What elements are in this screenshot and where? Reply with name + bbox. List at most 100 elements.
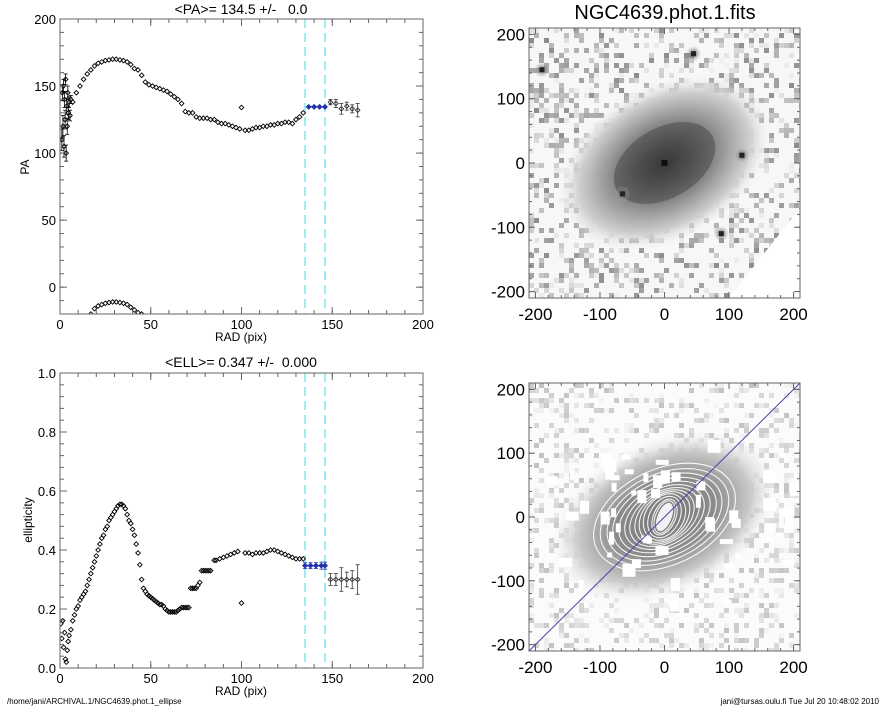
- contour-pixel: [784, 493, 789, 498]
- image-pixel: [564, 63, 569, 68]
- ell-data-point: [234, 548, 241, 555]
- ell-data-point: [104, 523, 111, 530]
- image-pixel: [604, 58, 609, 63]
- contour-pixel: [634, 428, 639, 433]
- ell-data-point: [60, 635, 65, 642]
- image-pixel: [589, 58, 594, 63]
- contour-pixel: [739, 423, 744, 428]
- image-pixel: [734, 208, 739, 213]
- contour-pixel: [679, 403, 684, 408]
- image-pixel: [559, 93, 564, 98]
- contour-pixel: [794, 613, 799, 618]
- image-pixel: [689, 263, 694, 268]
- contour-pixel: [529, 563, 534, 568]
- image-pixel: [534, 98, 539, 103]
- image-pixel: [719, 258, 724, 263]
- image-pixel: [779, 43, 784, 48]
- contour-pixel: [764, 543, 769, 548]
- contour-pixel: [774, 643, 779, 648]
- image-pixel: [719, 73, 724, 78]
- contour-pixel: [569, 588, 574, 593]
- contour-pixel: [724, 403, 729, 408]
- image-pixel: [744, 58, 749, 63]
- contour-pixel: [594, 408, 599, 413]
- image-pixel: [719, 58, 724, 63]
- masked-region: [611, 508, 617, 518]
- contour-pixel: [654, 408, 659, 413]
- image-pixel: [584, 288, 589, 293]
- contour-pixel: [769, 413, 774, 418]
- contour-pixel: [564, 633, 569, 638]
- image-pixel: [544, 108, 549, 113]
- image-pixel: [584, 113, 589, 118]
- contour-pixel: [589, 603, 594, 608]
- image-pixel: [739, 43, 744, 48]
- contour-pixel: [734, 608, 739, 613]
- contour-pixel: [574, 418, 579, 423]
- image-pixel: [574, 63, 579, 68]
- pa-data-point: [332, 100, 339, 107]
- image-pixel: [529, 88, 534, 93]
- image-pixel: [754, 58, 759, 63]
- image-pixel: [779, 118, 784, 123]
- contour-pixel: [774, 603, 779, 608]
- contour-pixel: [669, 403, 674, 408]
- masked-region: [559, 557, 573, 567]
- image-pixel: [634, 283, 639, 288]
- image-pixel: [769, 93, 774, 98]
- contour-pixel: [699, 418, 704, 423]
- image-pixel: [534, 28, 539, 33]
- image-pixel: [784, 43, 789, 48]
- image-pixel: [704, 33, 709, 38]
- image-pixel: [589, 113, 594, 118]
- contour-pixel: [784, 548, 789, 553]
- ell-data-point: [66, 632, 73, 639]
- image-pixel: [779, 183, 784, 188]
- contour-pixel: [749, 588, 754, 593]
- image-pixel: [644, 68, 649, 73]
- contour-pixel: [704, 593, 709, 598]
- image-pixel: [594, 68, 599, 73]
- contour-xtick-label: 0: [660, 658, 669, 677]
- contour-pixel: [529, 583, 534, 588]
- image-pixel: [594, 108, 599, 113]
- image-pixel: [529, 283, 534, 288]
- galaxy-image-panel: NGC4639.phot.1.fits -200 -100 0 100 200-200-…: [491, 2, 808, 324]
- image-pixel: [639, 268, 644, 273]
- image-pixel: [779, 33, 784, 38]
- image-pixel: [624, 63, 629, 68]
- image-pixel: [779, 128, 784, 133]
- contour-pixel: [594, 463, 599, 468]
- contour-pixel: [734, 593, 739, 598]
- ell-data-point: [62, 656, 69, 663]
- image-pixel: [734, 48, 739, 53]
- ell-data-point: [140, 585, 147, 592]
- pa-data-point: [127, 304, 134, 311]
- image-pixel: [614, 63, 619, 68]
- masked-region: [621, 454, 631, 460]
- masked-region: [622, 563, 636, 577]
- contour-pixel: [559, 503, 564, 508]
- contour-pixel: [534, 518, 539, 523]
- contour-pixel: [704, 413, 709, 418]
- pa-data-point: [80, 76, 87, 83]
- contour-pixel: [769, 518, 774, 523]
- image-pixel: [734, 238, 739, 243]
- contour-pixel: [614, 398, 619, 403]
- image-pixel: [554, 278, 559, 283]
- image-pixel: [549, 93, 554, 98]
- image-pixel: [539, 53, 544, 58]
- contour-pixel: [529, 413, 534, 418]
- pa-data-point: [77, 83, 83, 89]
- masked-region: [651, 489, 661, 499]
- image-pixel: [569, 268, 574, 273]
- masked-region: [696, 481, 706, 491]
- contour-pixel: [634, 398, 639, 403]
- image-pixel: [554, 128, 559, 133]
- image-pixel: [724, 53, 729, 58]
- image-pixel: [594, 83, 599, 88]
- contour-pixel: [554, 408, 559, 413]
- image-pixel: [794, 173, 799, 178]
- image-pixel: [764, 68, 769, 73]
- image-pixel: [769, 133, 774, 138]
